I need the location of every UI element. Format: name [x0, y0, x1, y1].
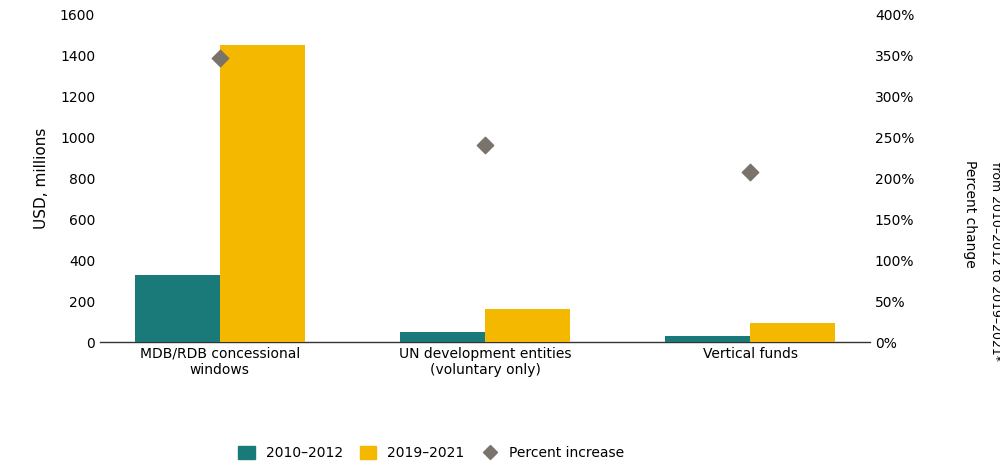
Point [742, 169, 758, 176]
Text: Percent change: Percent change [963, 160, 977, 267]
Bar [400, 332, 485, 342]
Bar [220, 45, 305, 342]
Point [212, 54, 228, 61]
Legend: 2010–2012, 2019–2021, Percent increase: 2010–2012, 2019–2021, Percent increase [232, 441, 630, 466]
Bar [135, 276, 220, 342]
Point [477, 142, 493, 149]
Bar [485, 309, 570, 342]
Text: from 2010–2012 to 2019–2021*: from 2010–2012 to 2019–2021* [988, 162, 1000, 361]
Y-axis label: USD, millions: USD, millions [34, 127, 49, 229]
Bar [750, 323, 835, 342]
Bar [665, 336, 750, 342]
